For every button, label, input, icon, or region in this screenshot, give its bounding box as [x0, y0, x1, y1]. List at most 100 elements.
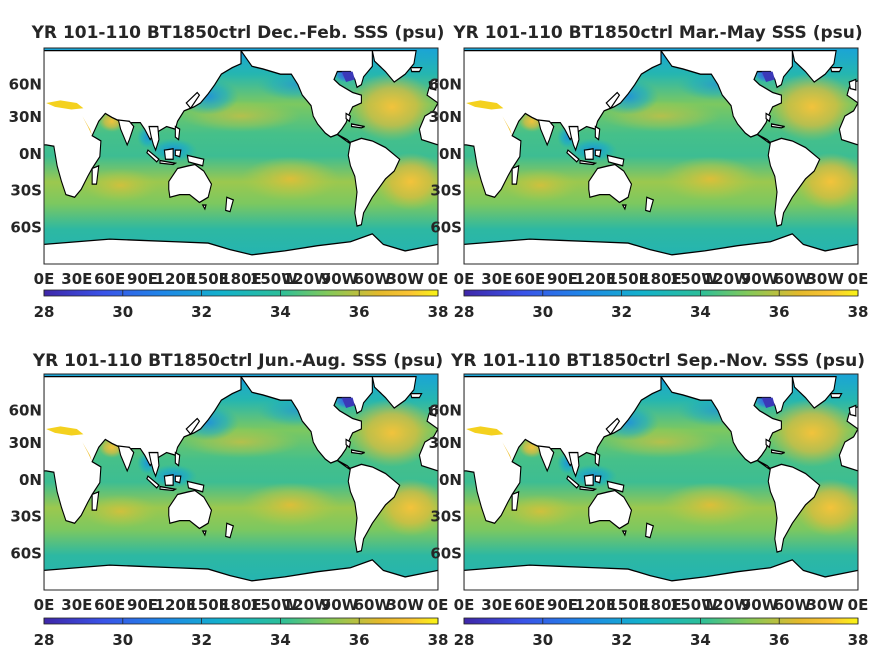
lon-tick-label: 90E	[127, 270, 158, 288]
colorbar-tick-label: 38	[848, 303, 869, 321]
colorbar-tick-label: 30	[532, 631, 553, 649]
map-panel-1: YR 101-110 BT1850ctrl Dec.-Feb. SSS (psu…	[9, 23, 449, 321]
lon-tick-label: 30E	[481, 596, 512, 614]
lon-tick-label: 90E	[127, 596, 158, 614]
salinity-field	[44, 374, 438, 590]
colorbar	[463, 289, 859, 297]
lat-tick-label: 60N	[9, 402, 42, 420]
colorbar-tick-label: 32	[611, 631, 632, 649]
lon-tick-label: 30W	[806, 596, 844, 614]
lat-tick-label: 30N	[429, 434, 462, 452]
salinity-field	[44, 48, 438, 264]
lon-tick-label: 90E	[547, 270, 578, 288]
lon-tick-label: 0E	[848, 596, 869, 614]
colorbar-tick-label: 34	[690, 303, 711, 321]
colorbar-tick-label: 30	[112, 303, 133, 321]
lon-tick-label: 0E	[428, 270, 449, 288]
colorbar-tick-label: 28	[34, 631, 55, 649]
lon-tick-label: 0E	[428, 596, 449, 614]
lon-tick-label: 60E	[94, 270, 125, 288]
lon-tick-label: 0E	[848, 270, 869, 288]
lon-tick-label: 150W	[250, 270, 298, 288]
lon-tick-label: 60W	[774, 270, 812, 288]
lat-tick-label: 30S	[10, 508, 42, 526]
lat-tick-label: 60S	[10, 544, 42, 562]
colorbar	[43, 289, 439, 297]
lon-tick-label: 30W	[386, 270, 424, 288]
lat-tick-label: 60N	[429, 402, 462, 420]
colorbar-tick-label: 34	[270, 303, 291, 321]
lon-tick-label: 150W	[670, 270, 718, 288]
colorbar-tick-label: 28	[34, 303, 55, 321]
lat-tick-label: 0N	[19, 471, 42, 489]
lon-tick-label: 120W	[283, 596, 331, 614]
lon-tick-label: 0E	[34, 270, 55, 288]
lat-tick-label: 30N	[429, 108, 462, 126]
lon-tick-label: 120E	[575, 596, 617, 614]
lat-tick-label: 0N	[19, 145, 42, 163]
salinity-field	[464, 374, 858, 590]
colorbar-tick-label: 30	[532, 303, 553, 321]
colorbar	[463, 617, 859, 625]
colorbar-tick-label: 38	[848, 631, 869, 649]
lon-tick-label: 90E	[547, 596, 578, 614]
panel-title: YR 101-110 BT1850ctrl Sep.-Nov. SSS (psu…	[450, 351, 865, 371]
lon-tick-label: 60E	[514, 270, 545, 288]
colorbar-tick-label: 30	[112, 631, 133, 649]
lon-tick-label: 120E	[155, 596, 197, 614]
lon-tick-label: 150E	[187, 596, 229, 614]
axes-frame	[43, 373, 439, 591]
lat-tick-label: 30N	[9, 434, 42, 452]
lon-tick-label: 30W	[806, 270, 844, 288]
colorbar-tick-label: 34	[270, 631, 291, 649]
lon-tick-label: 30E	[61, 270, 92, 288]
lon-tick-label: 120W	[703, 270, 751, 288]
lat-tick-label: 60S	[430, 218, 462, 236]
lat-tick-label: 60S	[10, 218, 42, 236]
lon-tick-label: 180E	[220, 596, 262, 614]
lat-tick-label: 30N	[9, 108, 42, 126]
salinity-field	[464, 48, 858, 264]
map-panel-4: YR 101-110 BT1850ctrl Sep.-Nov. SSS (psu…	[429, 351, 869, 649]
lon-tick-label: 0E	[454, 596, 475, 614]
colorbar-tick-label: 36	[769, 303, 790, 321]
lon-tick-label: 150W	[250, 596, 298, 614]
colorbar-tick-label: 32	[191, 303, 212, 321]
lat-tick-label: 0N	[439, 145, 462, 163]
lon-tick-label: 60W	[354, 596, 392, 614]
colorbar	[43, 617, 439, 625]
lat-tick-label: 60N	[9, 76, 42, 94]
lon-tick-label: 30W	[386, 596, 424, 614]
lat-tick-label: 0N	[439, 471, 462, 489]
lon-tick-label: 90W	[321, 270, 359, 288]
lon-tick-label: 90W	[741, 270, 779, 288]
lon-tick-label: 120E	[155, 270, 197, 288]
lon-tick-label: 120W	[703, 596, 751, 614]
lat-tick-label: 30S	[10, 182, 42, 200]
colorbar-tick-label: 32	[611, 303, 632, 321]
lon-tick-label: 120E	[575, 270, 617, 288]
colorbar-tick-label: 38	[428, 631, 449, 649]
lon-tick-label: 0E	[454, 270, 475, 288]
colorbar-tick-label: 36	[769, 631, 790, 649]
axes-frame	[463, 47, 859, 265]
axes-frame	[463, 373, 859, 591]
map-panel-2: YR 101-110 BT1850ctrl Mar.-May SSS (psu)…	[429, 23, 869, 321]
lon-tick-label: 60E	[94, 596, 125, 614]
lon-tick-label: 150E	[607, 270, 649, 288]
panel-title: YR 101-110 BT1850ctrl Dec.-Feb. SSS (psu…	[31, 23, 445, 43]
lat-tick-label: 30S	[430, 508, 462, 526]
lon-tick-label: 180E	[640, 596, 682, 614]
panel-title: YR 101-110 BT1850ctrl Jun.-Aug. SSS (psu…	[32, 351, 443, 371]
colorbar-tick-label: 34	[690, 631, 711, 649]
lon-tick-label: 150E	[187, 270, 229, 288]
map-panel-3: YR 101-110 BT1850ctrl Jun.-Aug. SSS (psu…	[9, 351, 449, 649]
panel-title: YR 101-110 BT1850ctrl Mar.-May SSS (psu)	[452, 23, 862, 43]
lon-tick-label: 180E	[220, 270, 262, 288]
lon-tick-label: 60E	[514, 596, 545, 614]
colorbar-tick-label: 28	[454, 631, 475, 649]
lon-tick-label: 90W	[321, 596, 359, 614]
colorbar-tick-label: 32	[191, 631, 212, 649]
lon-tick-label: 90W	[741, 596, 779, 614]
